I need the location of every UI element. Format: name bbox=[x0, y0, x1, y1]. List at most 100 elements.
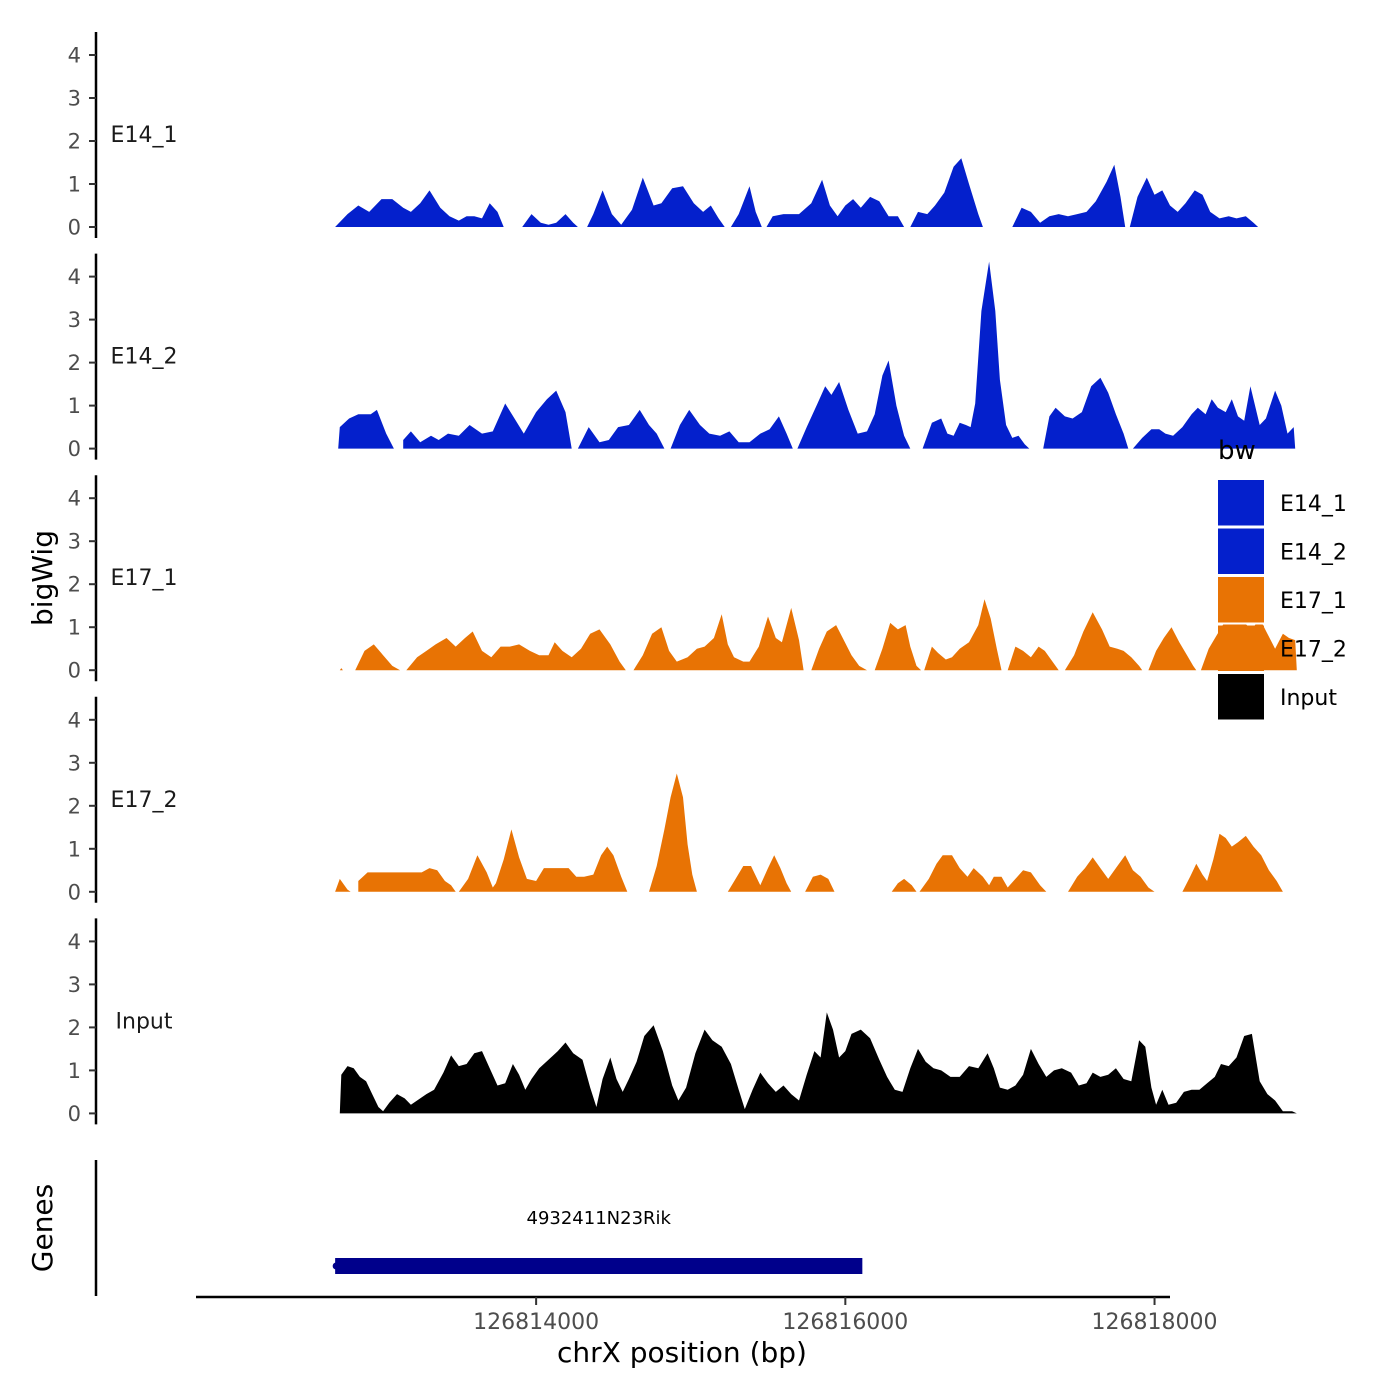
signal-area-e17-2 bbox=[649, 773, 697, 892]
y-tick-label: 3 bbox=[68, 87, 81, 111]
legend-label: E14_1 bbox=[1280, 492, 1347, 517]
track-e14-2: 0 1 2 3 4 E14_2 bbox=[68, 253, 1296, 461]
legend-label: E17_1 bbox=[1280, 589, 1347, 614]
legend-item-e17-2: E17_2 bbox=[1218, 625, 1347, 673]
signal-area-e14-2 bbox=[670, 409, 793, 449]
signal-area-e14-2 bbox=[1043, 377, 1129, 449]
y-tick-label: 4 bbox=[68, 708, 81, 732]
y-tick-label: 2 bbox=[68, 130, 81, 154]
y-tick-label: 0 bbox=[68, 1102, 81, 1126]
legend-item-e14-2: E14_2 bbox=[1218, 528, 1347, 576]
y-tick-label: 1 bbox=[68, 837, 81, 861]
track-e14-1: 0 1 2 3 4 E14_1 bbox=[68, 32, 1259, 240]
signal-area-e17-2 bbox=[727, 855, 792, 892]
x-axis-title: chrX position (bp) bbox=[557, 1336, 807, 1369]
legend-swatch bbox=[1218, 528, 1264, 575]
signal-tracks: 0 1 2 3 4 E14_1 0 1 2 3 4 E14_2 0 1 2 3 4 E17_1 0 1 2 3 4 E17_2… bbox=[68, 32, 1297, 1126]
signal-area-e14-1 bbox=[522, 214, 578, 227]
track-label: E17_2 bbox=[111, 788, 178, 813]
legend-label: E17_2 bbox=[1280, 638, 1347, 663]
legend-item-e17-1: E17_1 bbox=[1218, 577, 1347, 625]
track-label: E14_2 bbox=[111, 345, 178, 370]
y-axis-title: bigWig bbox=[26, 530, 59, 626]
y-tick-label: 3 bbox=[68, 973, 81, 997]
y-tick-label: 4 bbox=[68, 265, 81, 289]
y-tick-label: 0 bbox=[68, 437, 81, 461]
genes-panel: Genes 4932411N23Rik bbox=[26, 1160, 863, 1296]
signal-area-e17-1 bbox=[339, 668, 343, 671]
y-tick-label: 0 bbox=[68, 659, 81, 683]
y-tick-label: 0 bbox=[68, 216, 81, 240]
y-tick-label: 0 bbox=[68, 880, 81, 904]
track-label: E17_1 bbox=[111, 566, 178, 591]
signal-area-e14-2 bbox=[403, 390, 572, 449]
signal-area-e17-1 bbox=[924, 599, 1002, 671]
signal-area-e17-2 bbox=[805, 874, 835, 892]
signal-area-e17-1 bbox=[811, 625, 867, 671]
legend-swatch bbox=[1218, 480, 1264, 526]
signal-area-e14-1 bbox=[766, 179, 905, 227]
signal-area-e14-1 bbox=[730, 186, 762, 227]
signal-area-e14-1 bbox=[335, 190, 504, 227]
y-tick-label: 3 bbox=[68, 530, 81, 554]
track-label: Input bbox=[116, 1009, 173, 1034]
legend-label: E14_2 bbox=[1280, 541, 1347, 566]
y-tick-label: 1 bbox=[68, 173, 81, 197]
signal-area-e14-2 bbox=[1132, 386, 1296, 449]
y-tick-label: 1 bbox=[68, 616, 81, 640]
signal-area-e14-1 bbox=[910, 158, 983, 227]
legend-items: E14_1 E14_2 E17_1 E17_2 Input bbox=[1218, 480, 1347, 722]
signal-area-e17-2 bbox=[1068, 855, 1155, 892]
signal-area-e17-1 bbox=[1064, 612, 1143, 671]
signal-area-e17-1 bbox=[874, 622, 922, 671]
track-e17-2: 0 1 2 3 4 E17_2 bbox=[68, 696, 1283, 904]
y-tick-label: 2 bbox=[68, 351, 81, 375]
y-tick-label: 2 bbox=[68, 1016, 81, 1040]
signal-area-e17-2 bbox=[458, 829, 628, 892]
legend-swatch bbox=[1218, 674, 1264, 720]
y-tick-label: 3 bbox=[68, 751, 81, 775]
y-tick-label: 4 bbox=[68, 930, 81, 954]
gene-body-4932411n23rik bbox=[335, 1258, 863, 1274]
genes-axis-title: Genes bbox=[26, 1184, 59, 1272]
legend-label: Input bbox=[1280, 686, 1337, 711]
x-tick-label: 126816000 bbox=[782, 1310, 908, 1335]
y-tick-label: 4 bbox=[68, 44, 81, 68]
signal-area-e17-2 bbox=[919, 855, 1047, 892]
signal-area-input bbox=[339, 1012, 1297, 1114]
signal-area-e14-1 bbox=[587, 177, 725, 227]
signal-area-e14-1 bbox=[1129, 177, 1259, 227]
signal-area-e14-2 bbox=[338, 409, 394, 449]
signal-area-e17-2 bbox=[1182, 833, 1283, 892]
y-tick-label: 2 bbox=[68, 794, 81, 818]
x-ticks: 126814000 126816000 126818000 bbox=[473, 1297, 1218, 1335]
y-tick-label: 1 bbox=[68, 1059, 81, 1083]
y-tick-label: 1 bbox=[68, 394, 81, 418]
x-axis: 126814000 126816000 126818000 chrX positio… bbox=[196, 1295, 1218, 1369]
y-tick-label: 3 bbox=[68, 308, 81, 332]
gene-strand-marker bbox=[332, 1262, 340, 1270]
signal-area-e17-2 bbox=[891, 878, 917, 892]
signal-area-e17-1 bbox=[1007, 646, 1059, 671]
gene-features: 4932411N23Rik bbox=[332, 1208, 863, 1274]
track-e17-1: 0 1 2 3 4 E17_1 bbox=[68, 475, 1297, 683]
y-tick-label: 4 bbox=[68, 487, 81, 511]
x-tick-label: 126814000 bbox=[473, 1310, 599, 1335]
signal-area-e14-2 bbox=[922, 261, 1030, 449]
signal-area-e17-2 bbox=[358, 868, 456, 892]
signal-area-e14-2 bbox=[577, 409, 665, 449]
signal-area-e17-1 bbox=[355, 644, 401, 671]
legend-swatch bbox=[1218, 625, 1264, 672]
legend: bw E14_1 E14_2 E17_1 E17_2 Input bbox=[1218, 436, 1347, 722]
gene-label: 4932411N23Rik bbox=[527, 1208, 672, 1229]
track-input: 0 1 2 3 4 Input bbox=[68, 918, 1297, 1126]
y-tick-label: 2 bbox=[68, 573, 81, 597]
track-label: E14_1 bbox=[111, 123, 178, 148]
signal-area-e14-1 bbox=[1012, 164, 1126, 227]
legend-swatch bbox=[1218, 577, 1264, 623]
signal-area-e14-2 bbox=[797, 360, 911, 449]
signal-area-e17-1 bbox=[633, 607, 804, 671]
legend-title: bw bbox=[1218, 436, 1256, 466]
x-tick-label: 126818000 bbox=[1092, 1310, 1218, 1335]
